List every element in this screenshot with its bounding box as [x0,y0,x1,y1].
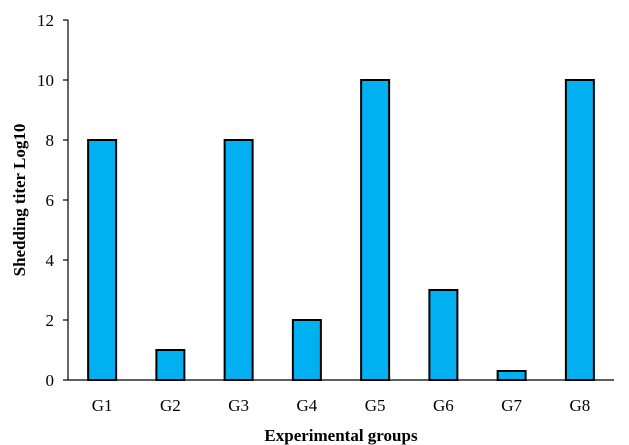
x-tick-label: G8 [569,396,590,415]
bar-g4 [291,319,322,381]
x-tick-label: G3 [228,396,249,415]
y-tick-label: 0 [46,371,55,390]
x-axis-ticks: G1 G2 G3 G4 G5 G6 G7 G8 [92,396,591,415]
y-tick-label: 12 [37,11,54,30]
bar-g6 [428,289,459,381]
x-axis-title: Experimental groups [264,426,418,445]
bar-g2 [155,349,186,381]
bar-g5 [360,79,391,381]
x-tick-label: G7 [501,396,522,415]
bar-g8 [564,79,595,381]
x-tick-label: G4 [296,396,317,415]
y-tick-label: 2 [46,311,55,330]
y-tick-label: 4 [46,251,55,270]
x-tick-label: G1 [92,396,113,415]
y-axis-title: Shedding titer Log10 [10,124,29,277]
bar-g3 [223,139,254,381]
y-axis-ticks: 0 2 4 6 8 10 12 [37,11,68,390]
x-tick-label: G6 [433,396,454,415]
x-tick-label: G5 [365,396,386,415]
y-tick-label: 6 [46,191,55,210]
bar-g1 [87,139,118,381]
bar-g7 [496,370,527,381]
bars [87,79,595,381]
y-tick-label: 10 [37,71,54,90]
x-tick-label: G2 [160,396,181,415]
y-tick-label: 8 [46,131,55,150]
